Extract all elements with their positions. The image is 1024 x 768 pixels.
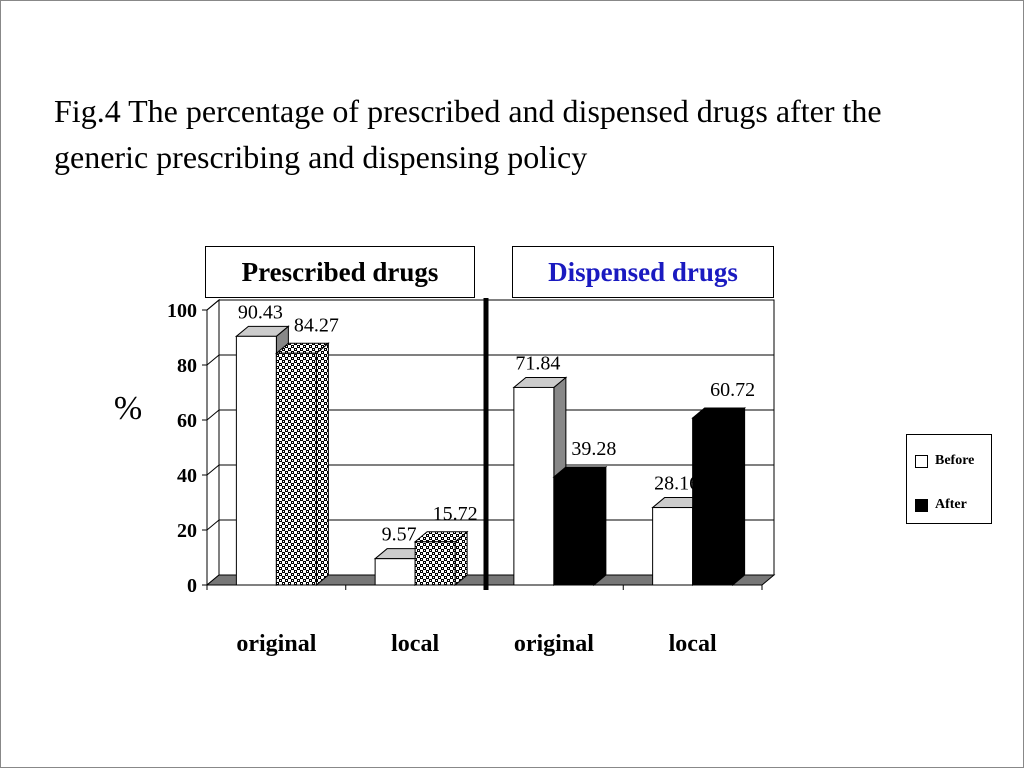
legend-item-before: Before	[915, 452, 974, 470]
panel-title-dispensed: Dispensed drugs	[512, 246, 774, 298]
labels-layer: 90.43 9.57 71.84 28.16 84.27 15.72 39.28 60.72	[238, 301, 755, 545]
gridline-side	[206, 299, 220, 311]
data-label: 90.43	[238, 301, 283, 323]
legend-item-after: After	[915, 496, 967, 514]
legend-label-after: After	[935, 497, 967, 512]
bar-after-0	[274, 342, 330, 587]
x-tick-label: local	[669, 631, 717, 657]
data-label: 60.72	[710, 379, 755, 401]
gridline-side	[206, 409, 220, 421]
data-label: 28.16	[654, 473, 699, 495]
x-tick-label: original	[514, 631, 594, 657]
gridline-side	[206, 464, 220, 476]
bar-front	[414, 541, 456, 586]
legend-swatch-after	[915, 498, 928, 512]
bar-after-1	[413, 530, 469, 587]
gridline-side	[206, 519, 220, 531]
data-label: 15.72	[433, 503, 478, 525]
gridline-side	[206, 354, 220, 366]
y-tick-label: 60	[177, 410, 197, 432]
figure-title: Fig.4 The percentage of prescribed and d…	[54, 93, 882, 175]
bar-front	[652, 507, 694, 586]
y-axis-label: %	[114, 390, 142, 427]
panel-title-prescribed: Prescribed drugs	[205, 246, 475, 298]
legend-swatch-before	[915, 454, 928, 468]
y-tick-label: 100	[167, 300, 197, 322]
bar-side	[315, 342, 329, 587]
y-tick-label: 40	[177, 465, 197, 487]
bar-front	[235, 335, 277, 586]
x-tick-label: local	[391, 631, 439, 657]
plot-side-wall	[206, 298, 220, 587]
x-tick-label: original	[236, 631, 316, 657]
bar-side	[593, 465, 607, 587]
bar-after-2	[552, 465, 608, 587]
bar-front	[374, 558, 416, 586]
data-label: 39.28	[571, 438, 616, 460]
y-tick-label: 20	[177, 520, 197, 542]
bars-layer	[234, 325, 747, 587]
bar-front	[692, 417, 734, 586]
legend-label-before: Before	[935, 453, 975, 468]
data-label: 9.57	[382, 524, 417, 546]
y-tick-label: 80	[177, 355, 197, 377]
y-tick-label: 0	[187, 575, 197, 597]
bar-front	[275, 352, 317, 586]
data-label: 84.27	[294, 314, 339, 336]
data-label: 71.84	[515, 352, 560, 374]
chart-legend: Before After	[906, 434, 992, 524]
axis-layer: 0 20 40 60 80 100% original local original local	[114, 298, 763, 657]
bar-front	[513, 386, 555, 586]
bar-front	[553, 476, 595, 586]
bar-after-3	[691, 406, 747, 587]
bar-side	[732, 406, 746, 587]
